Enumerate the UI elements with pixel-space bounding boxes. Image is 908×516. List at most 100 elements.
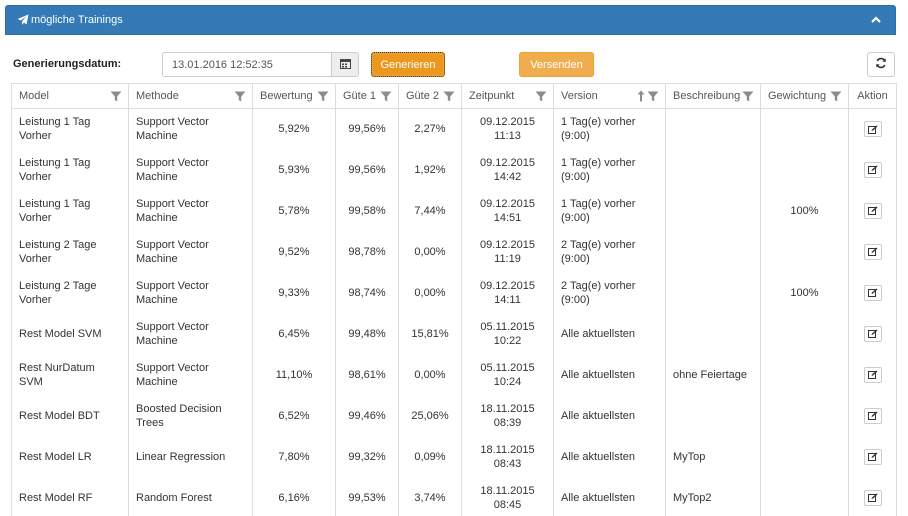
table-row[interactable]: Rest Model LR Linear Regression 7,80% 99,32…	[11, 436, 897, 478]
table-row[interactable]: Leistung 1 Tag Vorher Support Vector Mach…	[11, 149, 897, 191]
quality1-cell: 98,74%	[335, 272, 399, 314]
action-cell	[848, 354, 897, 396]
timestamp-date: 09.12.2015	[479, 239, 536, 251]
quality2-cell: 0,00%	[398, 231, 462, 273]
sort-up-icon[interactable]	[637, 90, 645, 102]
edit-button[interactable]	[863, 325, 882, 342]
edit-button[interactable]	[863, 243, 882, 260]
timestamp-time: 14:42	[493, 171, 522, 183]
filter-icon[interactable]	[742, 91, 754, 102]
paper-plane-icon	[17, 14, 29, 26]
method-cell: Support Vector Machine	[128, 354, 253, 396]
filter-icon[interactable]	[234, 91, 246, 102]
description-cell	[665, 395, 761, 437]
quality1-cell: 99,53%	[335, 477, 399, 516]
date-input[interactable]: 13.01.2016 12:52:35	[162, 52, 332, 77]
edit-icon	[867, 247, 878, 257]
rating-cell: 6,45%	[252, 313, 336, 355]
column-header-label: Zeitpunkt	[469, 90, 515, 102]
timestamp-cell: 18.11.2015 08:43	[461, 436, 554, 478]
calendar-button[interactable]	[331, 52, 359, 77]
model-cell: Rest NurDatum SVM	[11, 354, 129, 396]
version-cell: Alle aktuellsten	[553, 354, 666, 396]
timestamp-date: 09.12.2015	[479, 116, 536, 129]
chevron-up-icon[interactable]	[871, 15, 881, 25]
quality2-cell: 3,74%	[398, 477, 462, 516]
edit-button[interactable]	[863, 366, 882, 383]
model-cell: Leistung 1 Tag Vorher	[11, 190, 129, 232]
generate-button[interactable]: Generieren	[371, 52, 445, 77]
edit-icon	[867, 452, 878, 462]
timestamp-time: 14:11	[494, 294, 521, 306]
quality1-cell: 98,61%	[335, 354, 399, 396]
quality2-cell: 25,06%	[398, 395, 462, 437]
refresh-button[interactable]	[867, 52, 895, 77]
edit-button[interactable]	[863, 202, 882, 219]
description-cell: ohne Feiertage	[665, 354, 761, 396]
quality1-cell: 99,56%	[335, 108, 399, 150]
column-header-label: Model	[19, 90, 49, 102]
timestamp-time: 11:13	[494, 130, 521, 143]
edit-button[interactable]	[863, 448, 882, 465]
table-row[interactable]: Rest NurDatum SVM Support Vector Machine 1…	[11, 354, 897, 396]
send-button[interactable]: Versenden	[519, 52, 594, 77]
action-cell	[848, 231, 897, 273]
method-cell: Support Vector Machine	[128, 231, 253, 273]
filter-icon[interactable]	[110, 91, 122, 102]
column-header-bewertung[interactable]: Bewertung	[252, 83, 336, 109]
column-header-gewichtung[interactable]: Gewichtung	[760, 83, 849, 109]
weight-cell	[760, 231, 849, 273]
filter-icon[interactable]	[830, 91, 842, 102]
table-row[interactable]: Rest Model BDT Boosted Decision Trees 6,52…	[11, 395, 897, 437]
edit-icon	[867, 493, 878, 502]
table-row[interactable]: Leistung 1 Tag Vorher Support Vector Mach…	[11, 190, 897, 232]
column-header-model[interactable]: Model	[11, 83, 129, 109]
timestamp-date: 18.11.2015	[480, 484, 535, 497]
column-header-beschreibung[interactable]: Beschreibung	[665, 83, 761, 109]
edit-icon	[867, 206, 878, 216]
column-header-version[interactable]: Version	[553, 83, 666, 109]
timestamp-time: 08:43	[493, 458, 522, 470]
filter-icon[interactable]	[317, 91, 329, 102]
table-row[interactable]: Rest Model RF Random Forest 6,16% 99,53% 3,7…	[11, 477, 897, 516]
table-header-row: Model Methode Bewertung Güte 1 Güte 2 Zeitpun…	[11, 83, 897, 109]
filter-icon[interactable]	[380, 91, 392, 102]
table-row[interactable]: Leistung 2 Tage Vorher Support Vector Mac…	[11, 231, 897, 273]
quality2-cell: 0,00%	[398, 272, 462, 314]
model-cell: Rest Model LR	[11, 436, 129, 478]
table-row[interactable]: Leistung 2 Tage Vorher Support Vector Mac…	[11, 272, 897, 314]
weight-cell	[760, 149, 849, 191]
column-header-label: Aktion	[857, 90, 888, 102]
method-cell: Support Vector Machine	[128, 149, 253, 191]
table-body: Leistung 1 Tag Vorher Support Vector Mach…	[11, 108, 897, 516]
quality1-cell: 99,46%	[335, 395, 399, 437]
description-cell	[665, 149, 761, 191]
table-row[interactable]: Leistung 1 Tag Vorher Support Vector Mach…	[11, 108, 897, 150]
version-cell: 1 Tag(e) vorher (9:00)	[553, 190, 666, 232]
column-header-guete2[interactable]: Güte 2	[398, 83, 462, 109]
column-header-methode[interactable]: Methode	[128, 83, 253, 109]
weight-cell	[760, 436, 849, 478]
table-row[interactable]: Rest Model SVM Support Vector Machine 6,45…	[11, 313, 897, 355]
timestamp-cell: 09.12.2015 11:13	[461, 108, 554, 150]
edit-button[interactable]	[863, 407, 882, 424]
description-cell: MyTop	[665, 436, 761, 478]
column-header-zeitpunkt[interactable]: Zeitpunkt	[461, 83, 554, 109]
weight-cell	[760, 477, 849, 516]
timestamp-date: 05.11.2015	[480, 321, 535, 333]
edit-button[interactable]	[863, 489, 882, 506]
column-header-label: Beschreibung	[673, 90, 741, 102]
edit-button[interactable]	[863, 161, 882, 178]
edit-button[interactable]	[863, 121, 882, 137]
edit-button[interactable]	[863, 284, 882, 301]
filter-icon[interactable]	[647, 91, 659, 102]
column-header-label: Güte 1	[343, 90, 377, 102]
quality1-cell: 99,32%	[335, 436, 399, 478]
description-cell	[665, 313, 761, 355]
timestamp-date: 09.12.2015	[479, 157, 536, 169]
column-header-guete1[interactable]: Güte 1	[335, 83, 399, 109]
panel-header[interactable]: mögliche Trainings	[5, 5, 896, 35]
filter-icon[interactable]	[535, 91, 547, 102]
column-header-aktion[interactable]: Aktion	[848, 83, 897, 109]
filter-icon[interactable]	[443, 91, 455, 102]
